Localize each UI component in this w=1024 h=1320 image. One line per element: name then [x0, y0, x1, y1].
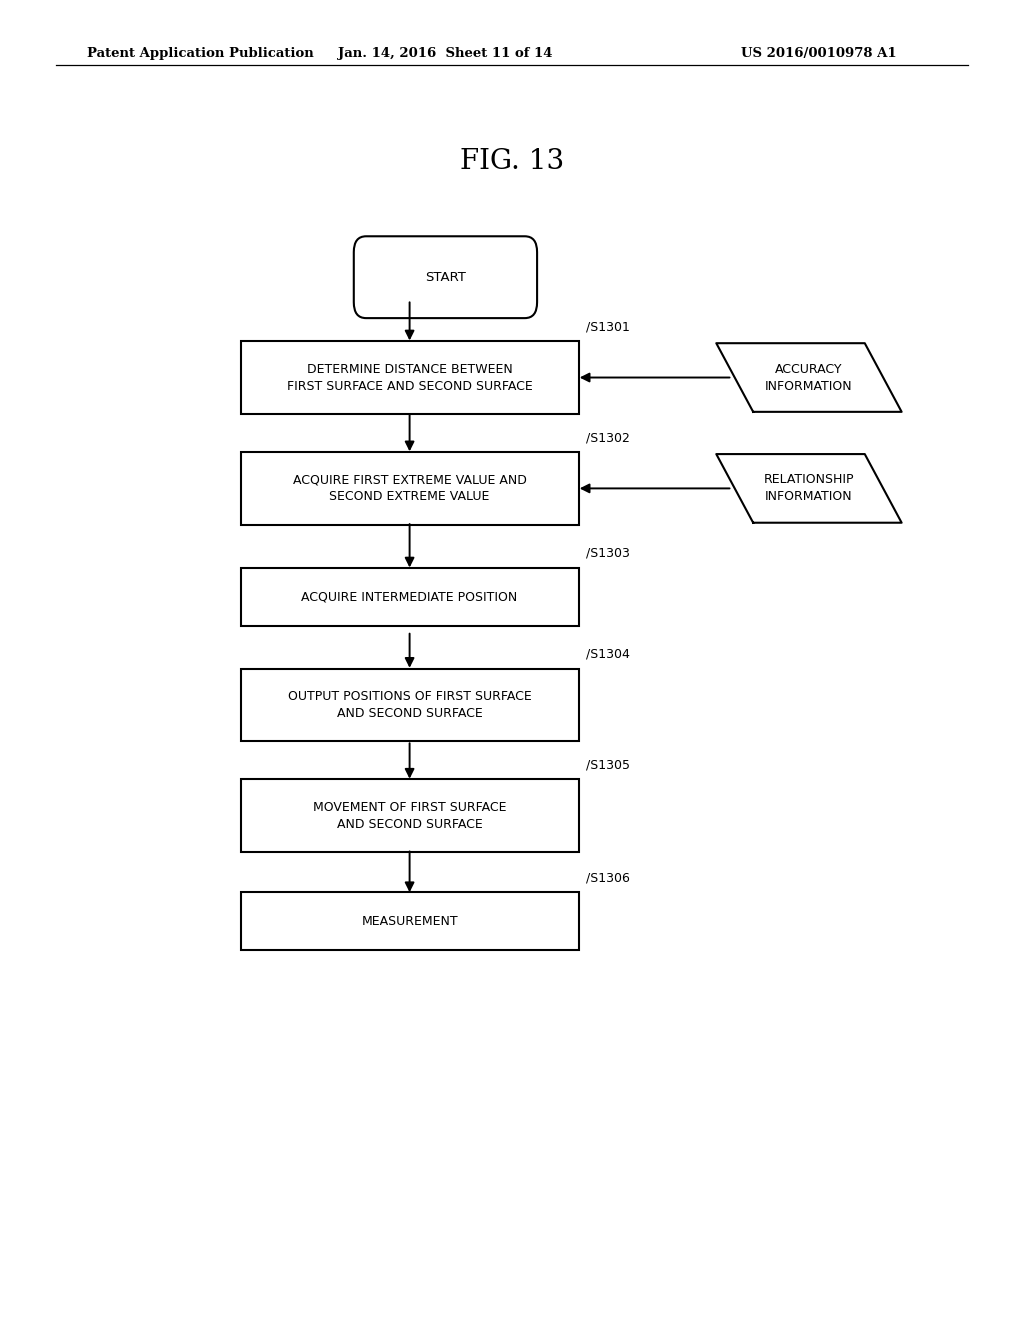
Bar: [241, 568, 579, 626]
Text: START: START: [425, 271, 466, 284]
Text: /S1305: /S1305: [586, 759, 630, 771]
Bar: [241, 342, 579, 414]
FancyBboxPatch shape: [354, 236, 537, 318]
Text: RELATIONSHIP
INFORMATION: RELATIONSHIP INFORMATION: [764, 474, 854, 503]
Text: ACQUIRE FIRST EXTREME VALUE AND
SECOND EXTREME VALUE: ACQUIRE FIRST EXTREME VALUE AND SECOND E…: [293, 474, 526, 503]
Text: /S1302: /S1302: [586, 432, 630, 444]
Bar: [241, 892, 579, 950]
Text: /S1301: /S1301: [586, 321, 630, 334]
Polygon shape: [717, 454, 902, 523]
Bar: [241, 779, 579, 853]
Text: FIG. 13: FIG. 13: [460, 148, 564, 174]
Text: /S1304: /S1304: [586, 648, 630, 660]
Text: OUTPUT POSITIONS OF FIRST SURFACE
AND SECOND SURFACE: OUTPUT POSITIONS OF FIRST SURFACE AND SE…: [288, 690, 531, 719]
Text: Jan. 14, 2016  Sheet 11 of 14: Jan. 14, 2016 Sheet 11 of 14: [338, 48, 553, 59]
Text: /S1306: /S1306: [586, 871, 630, 884]
Text: ACQUIRE INTERMEDIATE POSITION: ACQUIRE INTERMEDIATE POSITION: [301, 590, 518, 603]
Text: ACCURACY
INFORMATION: ACCURACY INFORMATION: [765, 363, 853, 392]
Text: /S1303: /S1303: [586, 546, 630, 560]
Text: MEASUREMENT: MEASUREMENT: [361, 915, 458, 928]
Text: DETERMINE DISTANCE BETWEEN
FIRST SURFACE AND SECOND SURFACE: DETERMINE DISTANCE BETWEEN FIRST SURFACE…: [287, 363, 532, 392]
Text: MOVEMENT OF FIRST SURFACE
AND SECOND SURFACE: MOVEMENT OF FIRST SURFACE AND SECOND SUR…: [313, 801, 506, 830]
Text: Patent Application Publication: Patent Application Publication: [87, 48, 313, 59]
Text: US 2016/0010978 A1: US 2016/0010978 A1: [741, 48, 897, 59]
Bar: [241, 668, 579, 741]
Polygon shape: [717, 343, 902, 412]
Bar: [241, 451, 579, 524]
